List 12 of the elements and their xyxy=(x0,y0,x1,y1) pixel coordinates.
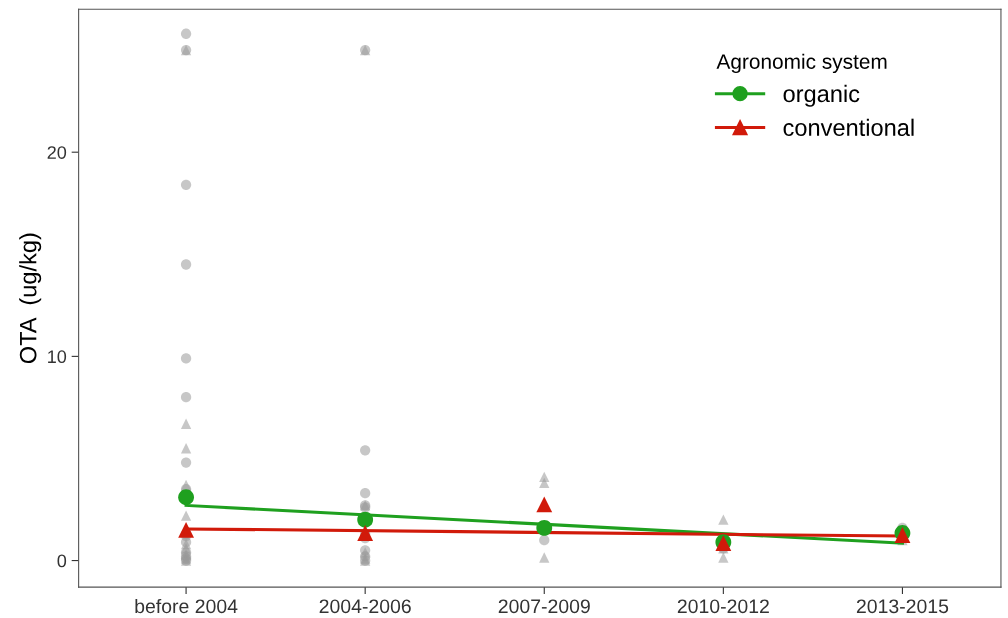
y-tick-label: 10 xyxy=(48,350,67,364)
y-tick-label: 20 xyxy=(47,146,67,159)
y-axis-title: OTA (ug/kg) xyxy=(19,233,42,364)
legend-title: Agronomic system xyxy=(716,53,887,74)
y-tick-label: 0 xyxy=(57,554,67,568)
legend-label: organic xyxy=(783,84,860,107)
legend-label: conventional xyxy=(783,118,914,137)
x-tick-label: 2007-2009 xyxy=(498,599,590,614)
x-tick-label: 2004-2006 xyxy=(319,599,411,614)
x-tick-label: 2013-2015 xyxy=(856,599,949,614)
x-tick-label: 2010-2012 xyxy=(677,599,769,614)
x-tick-label: before 2004 xyxy=(135,598,238,614)
